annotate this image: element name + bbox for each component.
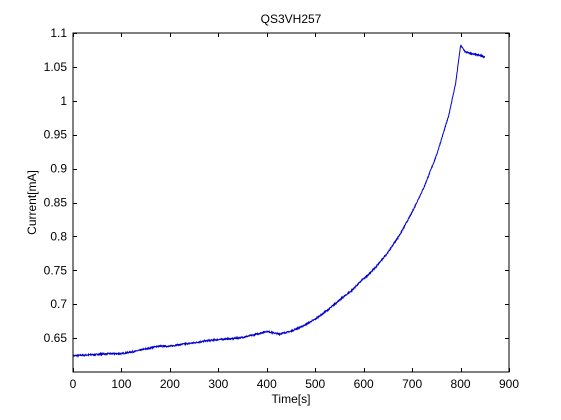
ticks-layer: 0 100 200 300 400 500 600 700 800 900 0.65 0.7 0.75 0…: [44, 26, 520, 391]
y-tick-label: 0.95: [44, 128, 68, 142]
x-tick-label: 600: [354, 377, 374, 391]
axes-frame: [72, 32, 510, 373]
current-series-line: [72, 44, 486, 358]
x-tick-label: 500: [305, 377, 325, 391]
y-tick-label: 1.05: [44, 60, 68, 74]
y-axis-title: Current[mA]: [25, 170, 39, 235]
axes-box: [72, 32, 510, 373]
y-tick-label: 0.85: [44, 196, 68, 210]
x-tick-label: 200: [160, 377, 180, 391]
y-tick-label: 0.65: [44, 331, 68, 345]
x-tick-label: 800: [451, 377, 471, 391]
series-layer: [72, 44, 486, 358]
x-tick-label: 400: [257, 377, 277, 391]
x-tick-label: 0: [70, 377, 77, 391]
x-tick-label: 900: [499, 377, 519, 391]
y-tick-label: 0.75: [44, 263, 68, 277]
chart-title: QS3VH257: [261, 12, 322, 26]
x-tick-label: 100: [111, 377, 131, 391]
x-tick-label: 300: [208, 377, 228, 391]
y-tick-label: 0.8: [50, 229, 67, 243]
plot-area: [73, 33, 509, 372]
y-tick-label: 1.1: [50, 26, 67, 40]
y-tick-label: 0.7: [50, 297, 67, 311]
x-tick-label: 700: [402, 377, 422, 391]
axes-background: [73, 33, 509, 372]
y-tick-label: 1: [60, 94, 67, 108]
y-tick-label: 0.9: [50, 162, 67, 176]
x-axis-title: Time[s]: [272, 392, 311, 406]
